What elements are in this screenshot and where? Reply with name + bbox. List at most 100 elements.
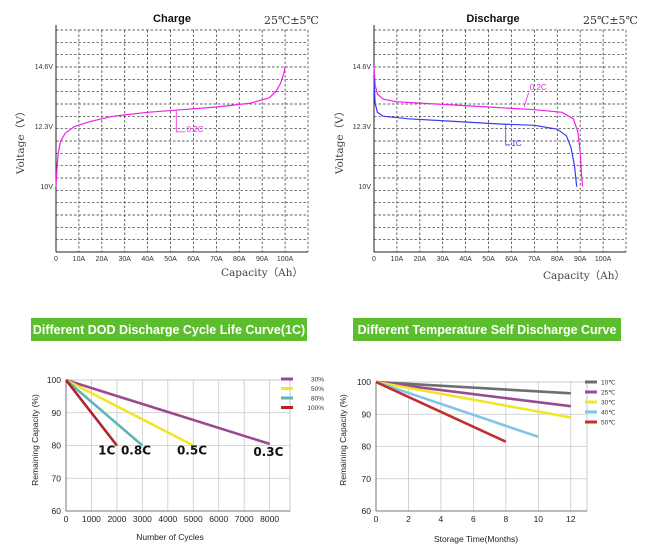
selfdischarge-y-tick-label: 60 bbox=[362, 506, 372, 516]
charge-x-tick-label: 50A bbox=[164, 256, 177, 263]
discharge-series-label: 0.2C bbox=[530, 83, 547, 92]
charge-y-tick-label: 10V bbox=[41, 184, 54, 191]
discharge-temp-label: 25℃±5℃ bbox=[583, 14, 638, 27]
charge-x-tick-label: 30A bbox=[118, 256, 131, 263]
charge-x-tick-label: 90A bbox=[256, 256, 269, 263]
selfdischarge-x-tick-label: 6 bbox=[471, 514, 476, 524]
discharge-1c-leader bbox=[505, 124, 511, 146]
dod-cycle-life-chart: Different DOD Discharge Cycle Life Curve… bbox=[30, 318, 324, 542]
charge-series-line bbox=[55, 66, 286, 187]
selfdischarge-series-line bbox=[375, 380, 572, 419]
selfdischarge-legend-label: 25℃ bbox=[601, 389, 616, 396]
discharge-x-tick-label: 10A bbox=[391, 256, 404, 263]
dod-series-line bbox=[65, 378, 194, 447]
selfdischarge-series-line bbox=[375, 380, 571, 395]
dod-banner-text: Different DOD Discharge Cycle Life Curve… bbox=[33, 323, 305, 337]
discharge-y-tick-label: 14.6V bbox=[353, 64, 372, 71]
charge-x-tick-label: 0 bbox=[54, 256, 58, 263]
dod-series-line bbox=[64, 379, 118, 447]
dod-x-tick-label: 8000 bbox=[260, 514, 279, 524]
charge-x-tick-label: 40A bbox=[141, 256, 154, 263]
dod-x-tick-label: 1000 bbox=[82, 514, 101, 524]
discharge-x-tick-label: 40A bbox=[459, 256, 472, 263]
selfdischarge-series-line bbox=[375, 380, 507, 443]
charge-x-tick-label: 60A bbox=[187, 256, 200, 263]
discharge-y-axis-label: Voltage（V） bbox=[334, 106, 346, 175]
charge-x-tick-label: 70A bbox=[210, 256, 223, 263]
charge-x-axis-label: Capacity（Ah） bbox=[221, 267, 303, 279]
dod-legend-label: 30% bbox=[311, 376, 324, 383]
dod-y-tick-label: 80 bbox=[52, 441, 62, 451]
charge-grid bbox=[55, 29, 309, 253]
charge-y-tick-label: 12.3V bbox=[35, 124, 54, 131]
dod-y-tick-label: 90 bbox=[52, 408, 62, 418]
selfdischarge-series-line bbox=[375, 380, 539, 439]
dod-x-tick-label: 7000 bbox=[235, 514, 254, 524]
self-discharge-banner bbox=[353, 318, 621, 341]
selfdischarge-x-tick-label: 0 bbox=[374, 514, 379, 524]
charge-x-tick-label: 100A bbox=[277, 256, 294, 263]
discharge-x-tick-label: 80A bbox=[551, 256, 564, 263]
dod-x-tick-label: 0 bbox=[64, 514, 69, 524]
discharge-x-axis-label: Capacity（Ah） bbox=[543, 270, 625, 282]
selfdischarge-y-tick-label: 90 bbox=[362, 409, 372, 419]
dod-series-line bbox=[65, 379, 144, 447]
dod-x-tick-label: 4000 bbox=[158, 514, 177, 524]
charge-x-tick-label: 10A bbox=[73, 256, 86, 263]
dod-x-tick-label: 3000 bbox=[133, 514, 152, 524]
discharge-title: Discharge bbox=[466, 13, 519, 25]
dod-rate-label: 0.8C bbox=[121, 443, 151, 457]
selfdischarge-x-tick-label: 4 bbox=[439, 514, 444, 524]
charge-series-label: 0.2C bbox=[187, 125, 204, 134]
charge-y-axis-label: Voltage（V） bbox=[15, 106, 27, 175]
selfdischarge-legend: 10℃ 25℃ 30℃ 40℃ 50℃ bbox=[585, 379, 616, 426]
dod-legend-label: 100% bbox=[307, 405, 324, 412]
charge-temp-label: 25℃±5℃ bbox=[264, 14, 319, 27]
discharge-series-label: 1C bbox=[511, 139, 521, 148]
selfdischarge-x-tick-label: 8 bbox=[503, 514, 508, 524]
discharge-x-tick-label: 30A bbox=[436, 256, 449, 263]
dod-x-tick-label: 2000 bbox=[107, 514, 126, 524]
selfdischarge-x-tick-label: 2 bbox=[406, 514, 411, 524]
selfdischarge-y-tick-label: 70 bbox=[362, 474, 372, 484]
discharge-series-line bbox=[373, 66, 584, 187]
charge-chart: Charge 25℃±5℃ Voltage（V） Capacity（Ah） 0 1… bbox=[15, 13, 319, 279]
dod-x-tick-label: 5000 bbox=[184, 514, 203, 524]
discharge-x-tick-label: 50A bbox=[482, 256, 495, 263]
selfdischarge-legend-label: 40℃ bbox=[601, 409, 616, 416]
self-discharge-y-axis-label: Remaining Capacity (%) bbox=[338, 394, 348, 486]
selfdischarge-x-tick-label: 10 bbox=[534, 514, 544, 524]
selfdischarge-series-line bbox=[375, 380, 571, 408]
dod-banner bbox=[31, 318, 307, 341]
dod-rate-label: 1C bbox=[98, 443, 115, 457]
discharge-x-tick-label: 0 bbox=[372, 256, 376, 263]
charge-title: Charge bbox=[153, 13, 191, 25]
selfdischarge-x-tick-label: 12 bbox=[566, 514, 576, 524]
dod-rate-label: 0.3C bbox=[253, 445, 283, 459]
dod-x-axis-label: Number of Cycles bbox=[136, 532, 204, 542]
dod-y-axis-label: Remaining Capacity (%) bbox=[30, 394, 40, 486]
dod-legend-label: 80% bbox=[311, 395, 324, 402]
charge-x-tick-label: 20A bbox=[96, 256, 109, 263]
discharge-02c-leader bbox=[523, 92, 530, 108]
self-discharge-chart: Different Temperature Self Discharge Cur… bbox=[338, 318, 621, 544]
dod-y-tick-label: 70 bbox=[52, 473, 62, 483]
dod-legend: 30% 50% 80% 100% bbox=[281, 376, 324, 412]
discharge-y-tick-label: 10V bbox=[359, 184, 372, 191]
discharge-x-tick-label: 90A bbox=[574, 256, 587, 263]
discharge-x-tick-label: 100A bbox=[595, 256, 612, 263]
selfdischarge-legend-label: 10℃ bbox=[601, 379, 616, 386]
discharge-x-tick-label: 20A bbox=[414, 256, 427, 263]
discharge-grid bbox=[373, 29, 627, 253]
charge-label-leader bbox=[175, 110, 186, 133]
discharge-x-tick-label: 60A bbox=[505, 256, 518, 263]
discharge-x-tick-label: 70A bbox=[528, 256, 541, 263]
dod-series-line bbox=[65, 378, 270, 446]
discharge-series-line bbox=[373, 79, 578, 187]
charge-y-tick-label: 14.6V bbox=[35, 64, 54, 71]
self-discharge-x-axis-label: Storage Time(Months) bbox=[434, 534, 518, 544]
dod-y-tick-label: 60 bbox=[52, 506, 62, 516]
charge-x-tick-label: 80A bbox=[233, 256, 246, 263]
self-discharge-banner-text: Different Temperature Self Discharge Cur… bbox=[358, 323, 617, 337]
